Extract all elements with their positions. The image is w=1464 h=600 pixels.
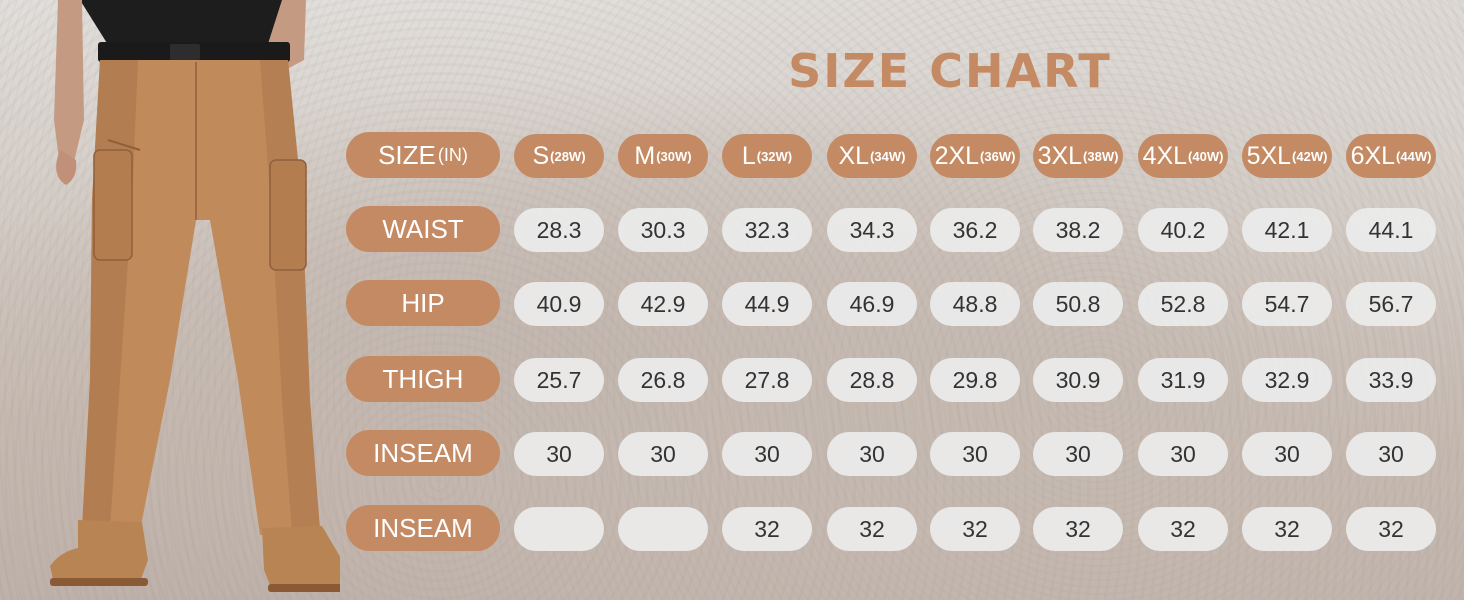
size-name: S: [532, 141, 550, 170]
size-waist: (38W): [1083, 148, 1119, 164]
size-name: L: [741, 141, 756, 170]
measurement-cell: 32: [1242, 507, 1332, 551]
measurement-cell: [618, 507, 708, 551]
model-photo: [50, 0, 340, 592]
measurement-cell: 40.2: [1138, 208, 1228, 252]
measurement-cell: 31.9: [1138, 358, 1228, 402]
measurement-cell: 34.3: [827, 208, 917, 252]
measurement-cell: 29.8: [930, 358, 1020, 402]
size-name: 2XL: [934, 141, 980, 170]
size-column-header: 5XL (42W): [1242, 134, 1332, 178]
size-waist: (36W): [980, 148, 1016, 164]
measurement-cell: 32: [1346, 507, 1436, 551]
measurement-cell: 36.2: [930, 208, 1020, 252]
size-column-header: 3XL (38W): [1033, 134, 1123, 178]
measurement-cell: 40.9: [514, 282, 604, 326]
measurement-cell: 30: [722, 432, 812, 476]
size-header-main: SIZE: [378, 139, 436, 170]
row-label: WAIST: [346, 206, 500, 252]
measurement-cell: 38.2: [1033, 208, 1123, 252]
measurement-cell: 33.9: [1346, 358, 1436, 402]
measurement-cell: 48.8: [930, 282, 1020, 326]
size-column-header: S (28W): [514, 134, 604, 178]
measurement-cell: 32.3: [722, 208, 812, 252]
size-column-header: L (32W): [722, 134, 812, 178]
measurement-cell: [514, 507, 604, 551]
measurement-cell: 32: [930, 507, 1020, 551]
measurement-cell: 26.8: [618, 358, 708, 402]
measurement-cell: 32.9: [1242, 358, 1332, 402]
size-waist: (34W): [870, 148, 906, 164]
measurement-cell: 28.8: [827, 358, 917, 402]
measurement-cell: 56.7: [1346, 282, 1436, 326]
size-header-label: SIZE (IN): [346, 132, 500, 178]
size-waist: (44W): [1396, 148, 1432, 164]
measurement-cell: 44.1: [1346, 208, 1436, 252]
size-waist: (40W): [1188, 148, 1224, 164]
size-column-header: 2XL (36W): [930, 134, 1020, 178]
size-name: 5XL: [1246, 141, 1292, 170]
measurement-cell: 32: [722, 507, 812, 551]
measurement-cell: 30: [1242, 432, 1332, 476]
size-column-header: 4XL (40W): [1138, 134, 1228, 178]
size-column-header: M (30W): [618, 134, 708, 178]
measurement-cell: 32: [1138, 507, 1228, 551]
measurement-cell: 30.9: [1033, 358, 1123, 402]
size-name: XL: [838, 141, 870, 170]
size-column-header: XL (34W): [827, 134, 917, 178]
measurement-cell: 28.3: [514, 208, 604, 252]
measurement-cell: 30: [514, 432, 604, 476]
size-waist: (28W): [550, 148, 586, 164]
measurement-cell: 30: [1346, 432, 1436, 476]
measurement-cell: 30.3: [618, 208, 708, 252]
measurement-cell: 30: [827, 432, 917, 476]
size-column-header: 6XL (44W): [1346, 134, 1436, 178]
measurement-cell: 54.7: [1242, 282, 1332, 326]
row-label: HIP: [346, 280, 500, 326]
size-waist: (32W): [756, 148, 793, 164]
measurement-cell: 50.8: [1033, 282, 1123, 326]
size-name: 6XL: [1350, 141, 1396, 170]
measurement-cell: 32: [1033, 507, 1123, 551]
measurement-cell: 42.1: [1242, 208, 1332, 252]
measurement-cell: 44.9: [722, 282, 812, 326]
chart-title: SIZE CHART: [788, 44, 1112, 98]
row-label: INSEAM: [346, 430, 500, 476]
measurement-cell: 46.9: [827, 282, 917, 326]
measurement-cell: 30: [930, 432, 1020, 476]
measurement-cell: 30: [1138, 432, 1228, 476]
measurement-cell: 52.8: [1138, 282, 1228, 326]
size-waist: (42W): [1292, 148, 1328, 164]
measurement-cell: 25.7: [514, 358, 604, 402]
size-waist: (30W): [656, 148, 692, 164]
measurement-cell: 30: [618, 432, 708, 476]
size-name: 3XL: [1037, 141, 1083, 170]
row-label: INSEAM: [346, 505, 500, 551]
measurement-cell: 30: [1033, 432, 1123, 476]
measurement-cell: 27.8: [722, 358, 812, 402]
size-header-unit: (IN): [437, 144, 468, 165]
measurement-cell: 42.9: [618, 282, 708, 326]
row-label: THIGH: [346, 356, 500, 402]
measurement-cell: 32: [827, 507, 917, 551]
size-name: M: [634, 141, 656, 170]
size-name: 4XL: [1142, 141, 1188, 170]
